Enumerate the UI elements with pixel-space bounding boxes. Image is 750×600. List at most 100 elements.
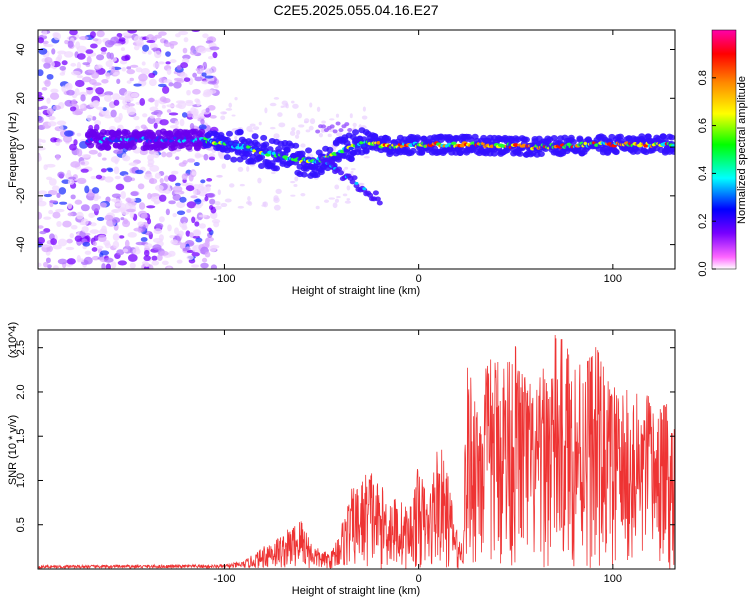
heatmap-cell [51, 185, 60, 192]
heatmap-cell [76, 53, 86, 60]
heatmap-cell [231, 114, 236, 117]
heatmap-cell [186, 201, 197, 209]
heatmap-cell [192, 245, 197, 252]
x-tick-label: -100 [213, 573, 235, 585]
heatmap-cell [191, 30, 201, 33]
heatmap-cell [162, 97, 171, 104]
heatmap-cell [204, 240, 210, 248]
snr-frame [37, 329, 676, 570]
heatmap-cell [214, 201, 221, 206]
heatmap-cell [110, 156, 120, 163]
heatmap-cell [57, 171, 65, 178]
heatmap-cell [58, 187, 67, 195]
heatmap-cell [104, 242, 112, 249]
heatmap-cell [83, 256, 93, 265]
heatmap-cell [85, 49, 94, 54]
heatmap-cell [76, 211, 84, 220]
heatmap-cell [349, 179, 356, 185]
heatmap-cell [112, 93, 121, 101]
heatmap-cell [198, 214, 208, 218]
heatmap-cell [194, 76, 203, 82]
heatmap-cell [181, 173, 188, 181]
heatmap-cell [154, 99, 159, 108]
heatmap-cell [269, 102, 277, 107]
heatmap-cell [38, 142, 42, 147]
heatmap-cell [185, 185, 195, 192]
heatmap-cell [59, 124, 64, 132]
heatmap-cell [56, 220, 62, 227]
heatmap-cell [94, 65, 102, 70]
heatmap-cell [194, 204, 202, 209]
heatmap-cell [298, 150, 306, 157]
heatmap-cell [96, 245, 104, 250]
heatmap-cell [237, 205, 245, 209]
heatmap-cell [209, 245, 217, 252]
y-tick-label: 40 [15, 43, 27, 55]
heatmap-cell [298, 124, 305, 128]
heatmap-cell [100, 46, 108, 52]
heatmap-cell [66, 238, 73, 244]
heatmap-cell [43, 216, 52, 220]
heatmap-cell [182, 47, 188, 54]
heatmap-cell [316, 106, 321, 112]
heatmap-cell [91, 71, 100, 79]
heatmap-cell [48, 178, 57, 186]
heatmap-cell [179, 196, 187, 203]
heatmap-cell [147, 97, 156, 103]
heatmap-cell [352, 122, 357, 128]
heatmap-cell [129, 210, 135, 219]
heatmap-cell [158, 234, 164, 242]
heatmap-cell [292, 142, 300, 149]
heatmap-cell [200, 262, 209, 269]
heatmap-cell [124, 239, 130, 248]
heatmap-cell [66, 89, 75, 96]
heatmap-cell [273, 97, 280, 100]
heatmap-cell [57, 238, 68, 247]
heatmap-cell [112, 72, 121, 76]
heatmap-cell [104, 91, 114, 96]
heatmap-cell [147, 158, 155, 166]
heatmap-cell [189, 122, 195, 130]
snr-plot: -100 0 100 0.5 1.0 1.5 2.0 2.5 Height of straig… [7, 322, 676, 597]
heatmap-cell [327, 133, 332, 138]
heatmap-cell [92, 38, 99, 42]
heatmap-cell [122, 98, 128, 106]
heatmap-cell [140, 68, 150, 75]
heatmap-cell [349, 113, 353, 119]
heatmap-cell [174, 120, 180, 126]
heatmap-cell [38, 106, 44, 111]
heatmap-cell [253, 141, 261, 148]
heatmap-cell [169, 235, 175, 239]
heatmap-cell [38, 200, 47, 207]
heatmap-cell [146, 34, 155, 42]
heatmap-cell [176, 201, 186, 209]
heatmap-cell [91, 187, 100, 194]
heatmap-cell [52, 105, 61, 111]
heatmap-cell [275, 188, 282, 195]
heatmap-cell [168, 82, 174, 87]
heatmap-cell [135, 169, 144, 174]
heatmap-cell [120, 47, 126, 52]
heatmap-cell [121, 55, 130, 62]
heatmap-cell [257, 177, 262, 184]
heatmap-cell [151, 111, 160, 116]
heatmap-cell [336, 166, 343, 172]
heatmap-cell [62, 134, 73, 143]
heatmap-cell [409, 147, 417, 154]
heatmap-cell [195, 154, 205, 158]
heatmap-cell [156, 113, 162, 118]
heatmap-cell [90, 31, 96, 39]
heatmap-cell [64, 99, 74, 107]
heatmap-cell [251, 133, 259, 140]
heatmap-cell [362, 106, 366, 112]
y-tick-label: 20 [15, 92, 27, 104]
heatmap-cell [163, 79, 173, 84]
y-tick-label: 1.5 [15, 429, 27, 444]
heatmap-cell [143, 255, 151, 262]
heatmap-cell [38, 138, 44, 143]
heatmap-cell [191, 252, 200, 257]
heatmap-cell [576, 135, 584, 142]
heatmap-cell [344, 122, 350, 127]
heatmap-cell [49, 92, 60, 100]
heatmap-cell [413, 134, 421, 141]
